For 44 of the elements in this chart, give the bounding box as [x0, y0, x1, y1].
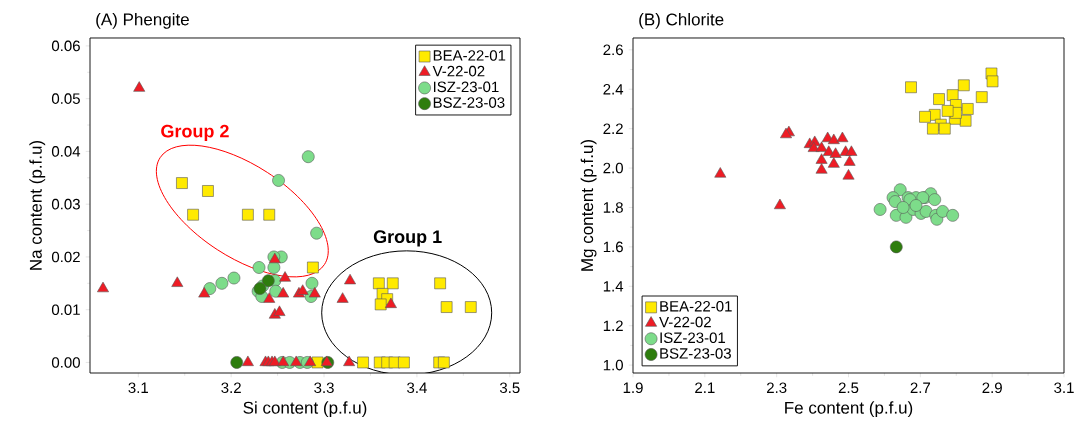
- y-tick-label: 0.02: [51, 251, 80, 263]
- legend-label: BSZ-23-03: [660, 348, 731, 359]
- x-tick-label: 2.1: [695, 382, 715, 393]
- x-axis-title: Si content (p.f.u): [243, 401, 367, 418]
- x-tick-label: 2.7: [910, 382, 931, 393]
- y-tick-label: 0.04: [51, 146, 81, 157]
- y-tick-label: 2.0: [603, 162, 623, 174]
- y-tick-label: 2.6: [603, 44, 623, 56]
- x-tick-label: 3.5: [499, 382, 520, 394]
- y-tick-label: 1.6: [603, 241, 623, 253]
- y-tick-label: 0.01: [51, 304, 80, 315]
- chart-title: (A) Phengite: [96, 12, 189, 29]
- y-tick-label: 0.05: [51, 93, 80, 104]
- legend-label: BEA-22-01: [660, 301, 732, 312]
- y-axis-title: Na content (p.f.u): [29, 140, 46, 270]
- legend-label: ISZ-23-01: [433, 81, 499, 93]
- y-tick-label: 1.2: [603, 320, 623, 331]
- y-tick-label: 2.4: [603, 84, 624, 95]
- y-tick-label: 0.03: [51, 198, 80, 210]
- annotation: Group 2: [161, 124, 229, 142]
- legend-label: V-22-02: [432, 65, 485, 77]
- x-axis-title: Fe content (p.f.u): [785, 401, 913, 418]
- legend-label: V-22-02: [659, 316, 711, 328]
- y-tick-label: 0.06: [51, 40, 80, 52]
- y-tick-label: 1.0: [603, 359, 623, 371]
- x-tick-label: 3.4: [407, 382, 427, 394]
- x-tick-label: 1.9: [623, 382, 643, 394]
- legend-label: BEA-22-01: [433, 50, 506, 61]
- legend-label: BSZ-23-03: [433, 97, 505, 108]
- y-axis-title: Mg content (p.f.u): [580, 139, 597, 271]
- y-tick-label: 2.2: [603, 123, 623, 134]
- annotation: Group 1: [373, 230, 442, 247]
- x-tick-label: 2.9: [982, 382, 1002, 394]
- y-tick-label: 1.8: [603, 202, 623, 213]
- chart-title: (B) Chlorite: [639, 12, 724, 29]
- x-tick-label: 2.5: [838, 382, 859, 394]
- y-tick-label: 0.00: [51, 357, 80, 368]
- legend-label: ISZ-23-01: [660, 332, 726, 344]
- x-tick-label: 2.3: [767, 382, 787, 394]
- y-tick-label: 1.4: [603, 281, 624, 292]
- x-tick-label: 3.1: [1054, 382, 1074, 394]
- x-tick-label: 3.1: [128, 382, 148, 394]
- x-tick-label: 3.2: [221, 382, 241, 394]
- x-tick-label: 3.3: [314, 382, 334, 394]
